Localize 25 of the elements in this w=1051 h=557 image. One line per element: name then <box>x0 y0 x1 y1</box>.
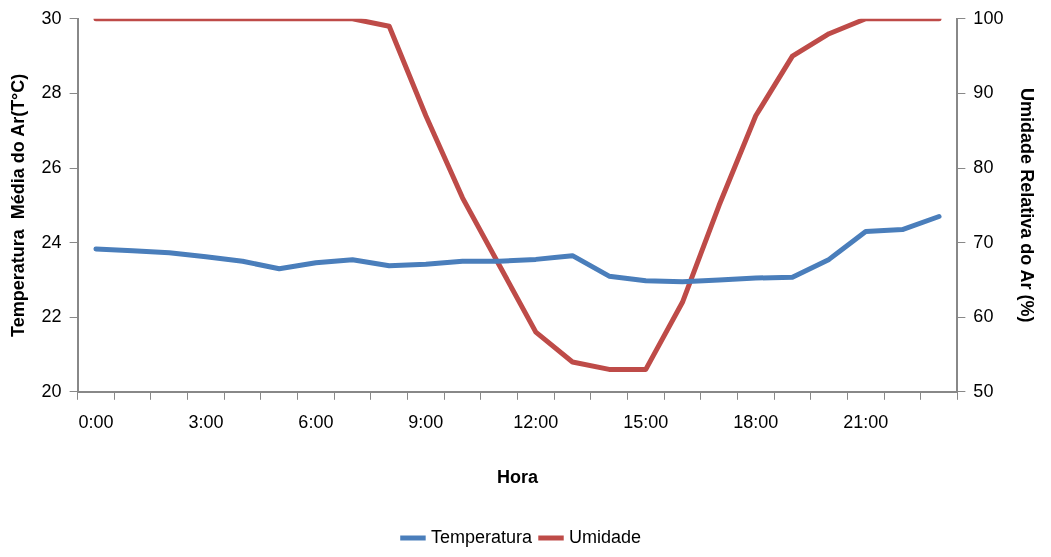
y-axis-title: Temperatura Média do Ar(T°C) <box>7 73 28 337</box>
y-tick-label: 26 <box>41 156 62 177</box>
y2-tick-label: 60 <box>973 306 994 327</box>
y2-tick-label: 80 <box>973 156 994 177</box>
y-tick-label: 30 <box>41 7 62 28</box>
y-tick-label: 20 <box>41 380 62 401</box>
legend-label: Temperatura <box>430 526 533 547</box>
y2-tick-label: 70 <box>973 231 994 252</box>
x-tick-label: 6:00 <box>298 411 334 432</box>
x-tick-label: 21:00 <box>843 411 889 432</box>
y2-tick-label: 100 <box>973 7 1004 28</box>
y2-tick-label: 90 <box>973 82 994 103</box>
y-tick-label: 24 <box>41 231 62 252</box>
y2-tick-label: 50 <box>973 380 994 401</box>
x-tick-label: 0:00 <box>78 411 114 432</box>
y-tick-label: 28 <box>41 82 62 103</box>
x-tick-label: 3:00 <box>188 411 224 432</box>
y-tick-label: 22 <box>41 306 62 327</box>
x-axis-title: Hora <box>496 467 539 488</box>
x-tick-label: 15:00 <box>623 411 669 432</box>
x-tick-label: 18:00 <box>733 411 779 432</box>
y2-axis-title: Umidade Relativa do Ar (%) <box>1017 88 1038 323</box>
x-tick-label: 9:00 <box>408 411 444 432</box>
legend-label: Umidade <box>569 526 642 547</box>
x-tick-label: 12:00 <box>513 411 559 432</box>
